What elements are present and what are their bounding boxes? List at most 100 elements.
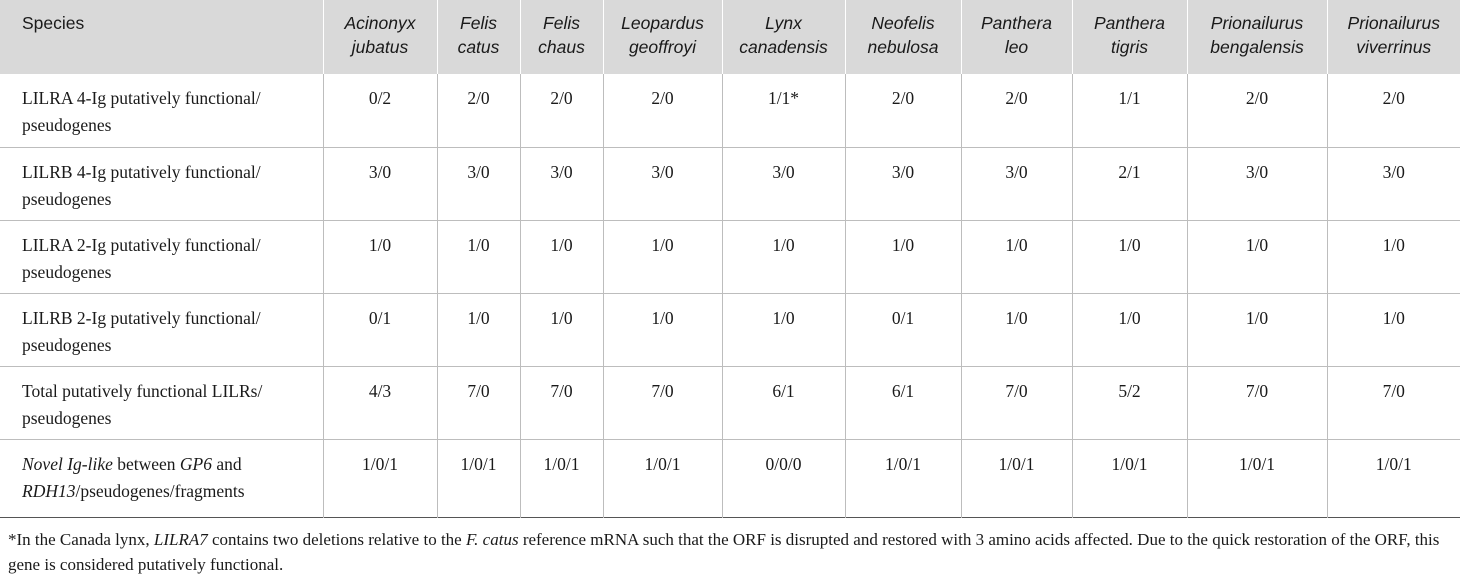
- column-header-species: Species: [0, 0, 323, 74]
- row-label-part: pseudogenes: [22, 188, 112, 209]
- table-cell: 1/0: [519, 220, 603, 293]
- table-cell: 1/0: [1326, 293, 1460, 366]
- header-label-line: canadensis: [739, 37, 828, 57]
- table-cell: 6/1: [844, 366, 961, 439]
- table-cell: 7/0: [1326, 366, 1460, 439]
- row-label-part: LILRA 4-Ig putatively functional/: [22, 88, 261, 108]
- table-cell: 1/0: [436, 220, 520, 293]
- table-cell: 1/0/1: [844, 439, 961, 517]
- table-cell: 1/1: [1071, 74, 1187, 147]
- header-label-line: bengalensis: [1210, 37, 1304, 57]
- column-header-species-name: Lynx canadensis: [721, 0, 845, 74]
- table-cell: 0/2: [322, 74, 437, 147]
- table-cell: 1/0/1: [1071, 439, 1187, 517]
- row-label-part: pseudogenes: [22, 407, 112, 428]
- table-cell: 1/0/1: [1186, 439, 1327, 517]
- table-cell: 7/0: [436, 366, 520, 439]
- column-header-species-name: Panthera tigris: [1071, 0, 1187, 74]
- table-cell: 1/0: [602, 293, 722, 366]
- header-label-line: nebulosa: [867, 37, 939, 57]
- table-cell: 3/0: [436, 147, 520, 220]
- column-header-species-name: Prionailurus bengalensis: [1186, 0, 1327, 74]
- row-label-part: pseudogenes: [22, 115, 112, 135]
- header-label-line: Panthera: [980, 13, 1053, 33]
- table-cell: 3/0: [1326, 147, 1460, 220]
- row-label-part: LILRB 2-Ig putatively functional/: [22, 307, 261, 328]
- table-cell: 3/0: [322, 147, 437, 220]
- table-cell: 1/0: [1071, 220, 1187, 293]
- table-cell: 3/0: [519, 147, 603, 220]
- row-label: LILRA 2-Ig putatively functional/pseudog…: [0, 220, 323, 293]
- table-row: LILRB 2-Ig putatively functional/pseudog…: [0, 293, 1460, 366]
- table-cell: 1/0: [721, 220, 845, 293]
- row-label-part: LILRB 4-Ig putatively functional/: [22, 161, 261, 182]
- table-cell: 2/0: [519, 74, 603, 147]
- row-label: LILRB 4-Ig putatively functional/pseudog…: [0, 147, 323, 220]
- header-label-line: Leopardus: [621, 13, 704, 33]
- table-row: LILRA 4-Ig putatively functional/pseudog…: [0, 74, 1460, 147]
- table-row: Total putatively functional LILRs/pseudo…: [0, 366, 1460, 439]
- table-cell: 1/0: [519, 293, 603, 366]
- row-label-part: Novel Ig-like: [22, 453, 113, 474]
- table-cell: 1/0: [1186, 293, 1327, 366]
- row-label-part: LILRA 2-Ig putatively functional/: [22, 234, 261, 255]
- table-cell: 1/0: [721, 293, 845, 366]
- table-row: Novel Ig-like between GP6 and RDH13/pseud…: [0, 439, 1460, 517]
- footnote-part: contains two deletions relative to the: [207, 530, 466, 549]
- header-label-line: viverrinus: [1356, 37, 1432, 57]
- header-label-line: chaus: [538, 37, 585, 57]
- row-label-part: pseudogenes: [22, 334, 112, 355]
- table-cell: 7/0: [519, 366, 603, 439]
- column-header-species-name: Felis catus: [436, 0, 520, 74]
- table-cell: 3/0: [960, 147, 1072, 220]
- column-header-species-name: Prionailurus viverrinus: [1326, 0, 1460, 74]
- row-label: Novel Ig-like between GP6 and RDH13/pseud…: [0, 439, 323, 517]
- table-cell: 5/2: [1071, 366, 1187, 439]
- table-cell: 2/0: [436, 74, 520, 147]
- header-label-line: Species: [22, 13, 85, 33]
- table-cell: 7/0: [960, 366, 1072, 439]
- table-cell: 2/0: [1326, 74, 1460, 147]
- row-label-part: GP6: [179, 453, 212, 474]
- footnote-part: reference mRNA such that the ORF is disr…: [8, 530, 1440, 574]
- table-cell: 1/0: [436, 293, 520, 366]
- table-cell: 0/1: [844, 293, 961, 366]
- table-cell: 1/0: [960, 293, 1072, 366]
- table-cell: 6/1: [721, 366, 845, 439]
- header-label-line: catus: [457, 37, 500, 57]
- row-label-part: /pseudogenes/fragments: [75, 480, 245, 501]
- table-cell: 7/0: [1186, 366, 1327, 439]
- table-cell: 3/0: [1186, 147, 1327, 220]
- row-label: Total putatively functional LILRs/pseudo…: [0, 366, 323, 439]
- table-body: LILRA 4-Ig putatively functional/pseudog…: [0, 74, 1460, 517]
- table-cell: 1/0/1: [602, 439, 722, 517]
- column-header-species-name: Panthera leo: [960, 0, 1072, 74]
- table-cell: 1/0/1: [1326, 439, 1460, 517]
- header-label-line: Felis: [543, 13, 580, 33]
- table-cell: 1/0: [1186, 220, 1327, 293]
- header-label-line: Prionailurus: [1210, 13, 1304, 33]
- table-cell: 0/1: [322, 293, 437, 366]
- table-cell: 1/0/1: [436, 439, 520, 517]
- footnote-part: F. catus: [465, 530, 519, 549]
- header-label-line: Panthera: [1093, 13, 1166, 33]
- table-cell: 1/0: [1326, 220, 1460, 293]
- table-cell: 4/3: [322, 366, 437, 439]
- table-cell: 1/0/1: [519, 439, 603, 517]
- table-footnote: *In the Canada lynx, LILRA7 contains two…: [8, 527, 1454, 577]
- header-label-line: geoffroyi: [628, 37, 697, 57]
- header-label-line: jubatus: [351, 37, 409, 57]
- table-cell: 2/0: [1186, 74, 1327, 147]
- lilr-gene-table: Species Acinonyx jubatus Felis catus Felis cha…: [0, 0, 1460, 517]
- header-label-line: Acinonyx: [344, 13, 416, 33]
- row-label-part: Total putatively functional LILRs/: [22, 380, 263, 401]
- header-row: Species Acinonyx jubatus Felis catus Felis cha…: [0, 0, 1460, 74]
- table-cell: 3/0: [602, 147, 722, 220]
- table-cell: 2/0: [602, 74, 722, 147]
- table-cell: 1/0/1: [322, 439, 437, 517]
- table-cell: 1/0: [1071, 293, 1187, 366]
- table-cell: 1/0: [322, 220, 437, 293]
- table-cell: 1/0: [960, 220, 1072, 293]
- table-cell: 1/0/1: [960, 439, 1072, 517]
